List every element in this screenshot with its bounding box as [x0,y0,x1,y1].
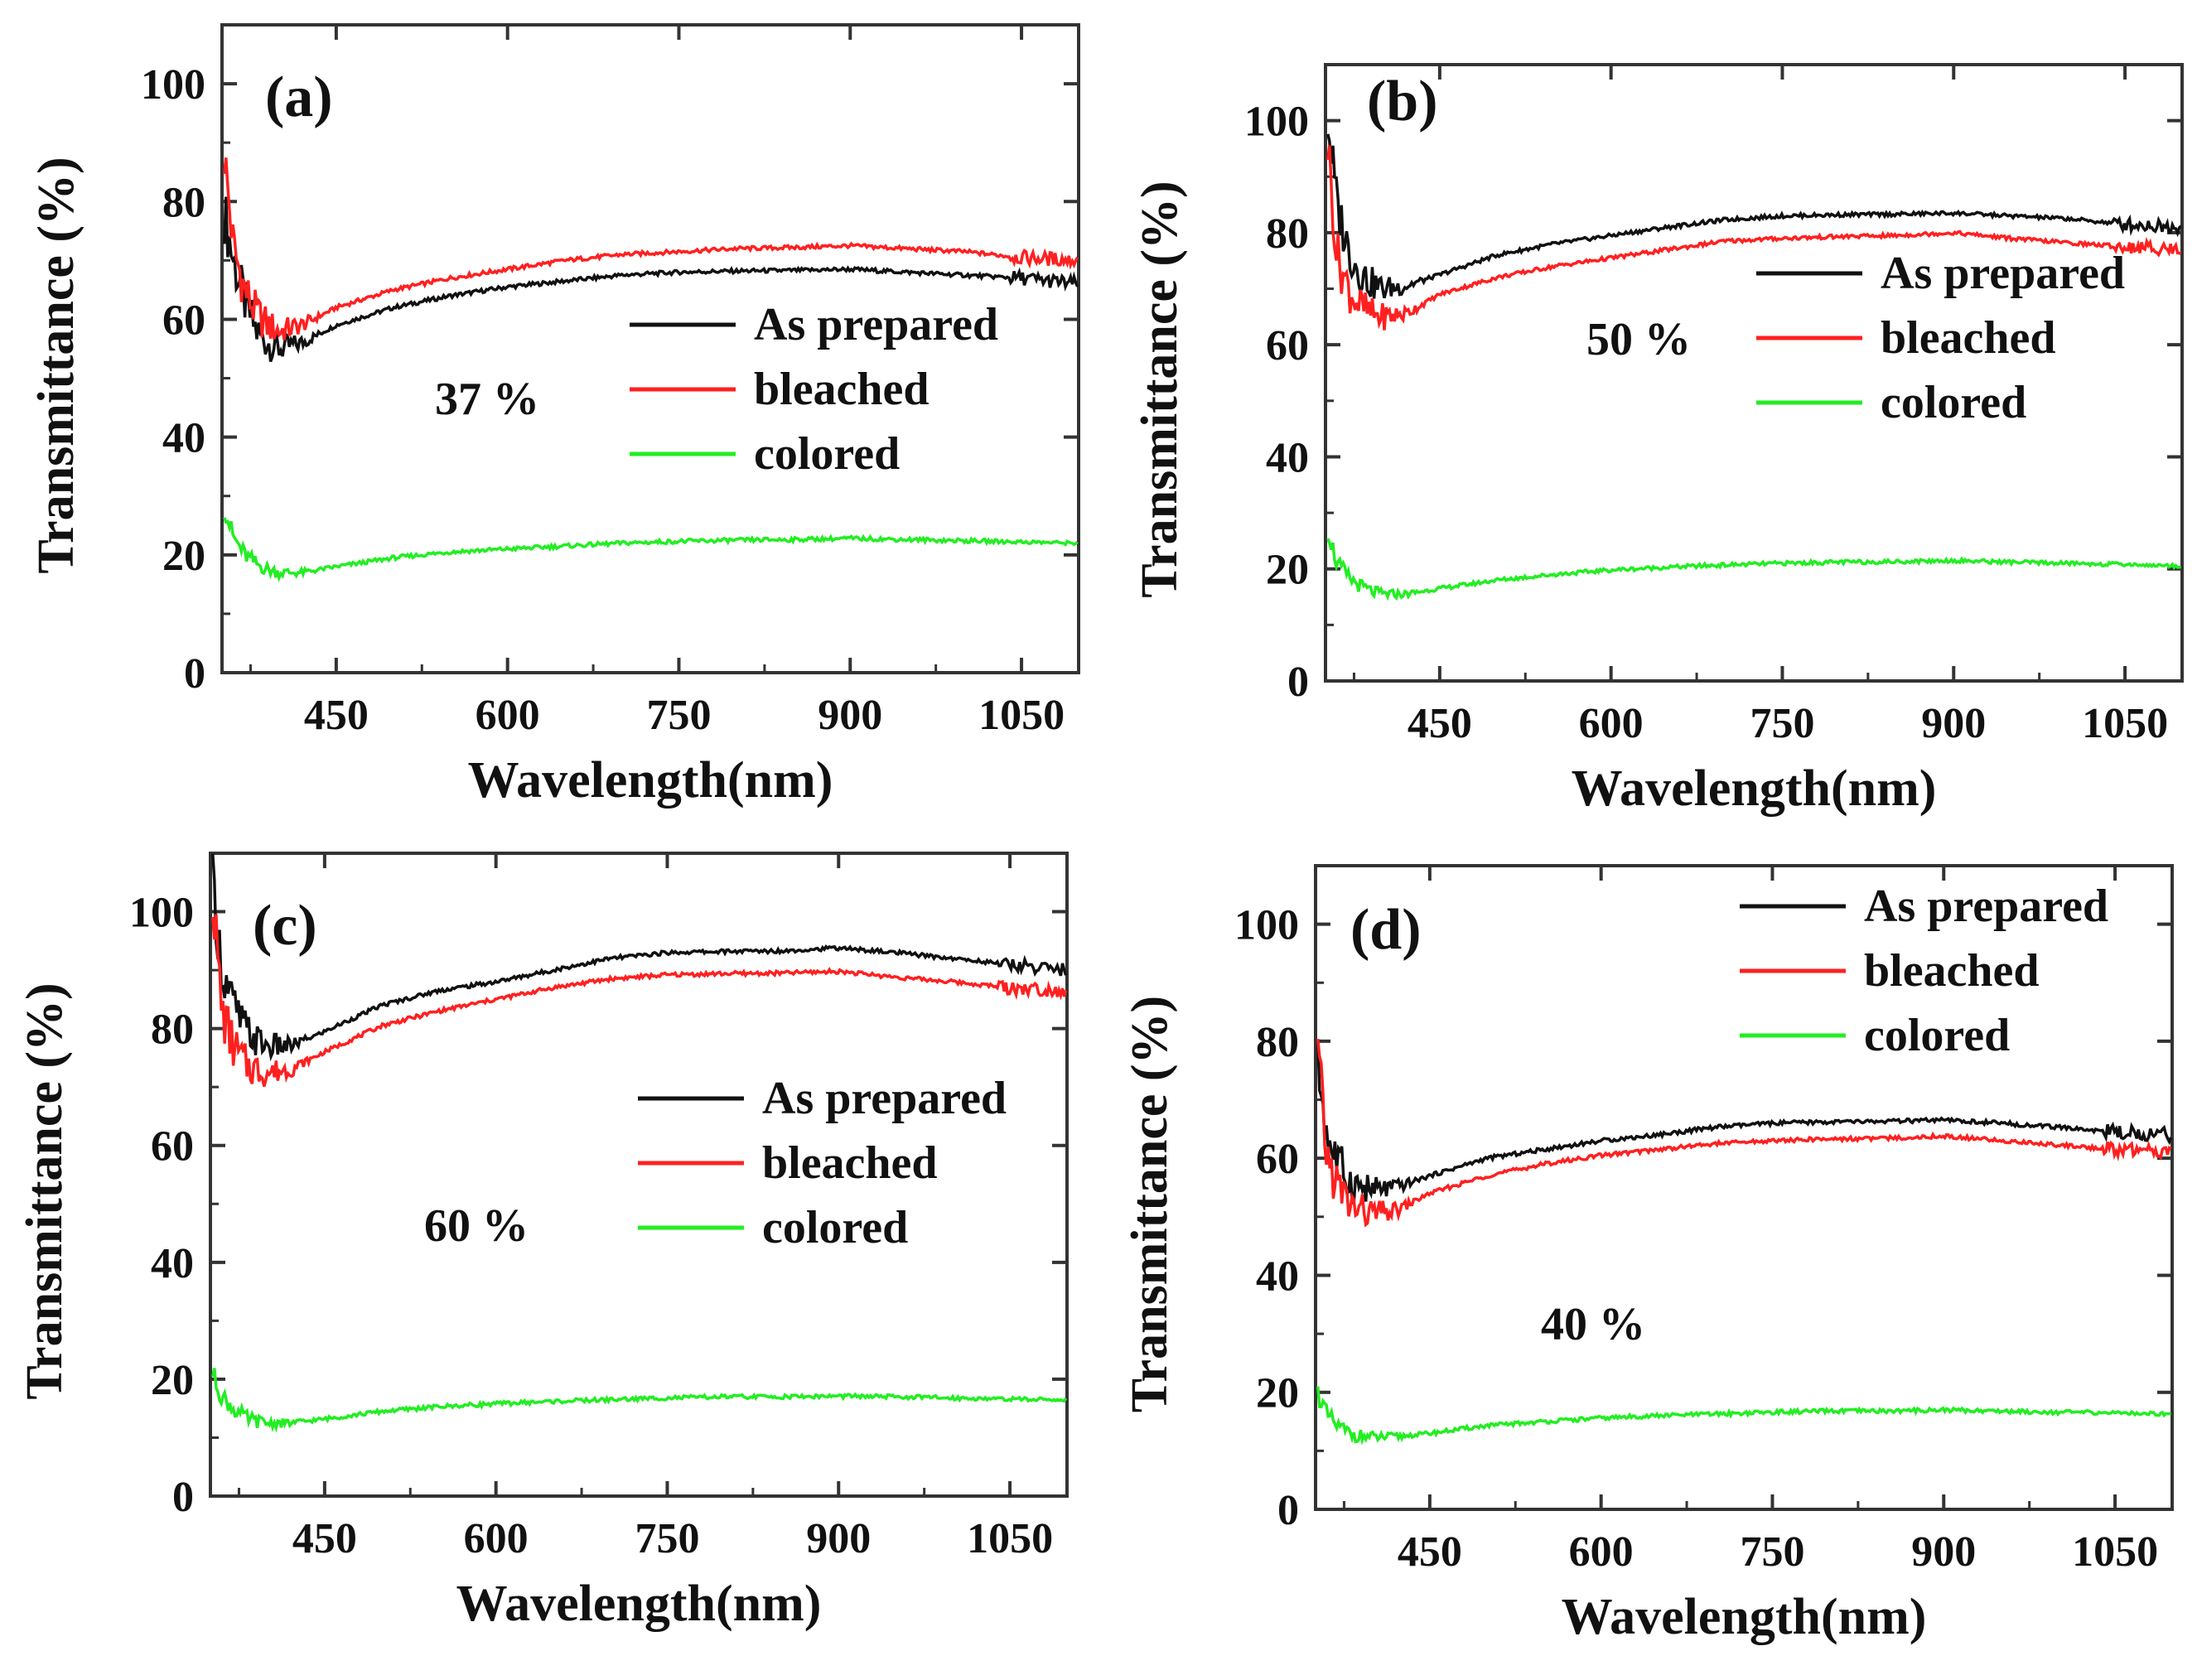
legend-label-colored: colored [754,428,900,480]
y-tick-label: 60 [151,1123,194,1171]
series-line-bleached [1316,1039,2172,1228]
plot-frame [1324,63,2184,683]
x-tick-label: 450 [304,692,369,739]
y-tick-label: 20 [151,1357,194,1404]
series-line-as-prepared [1316,1039,2172,1204]
percentage-annotation: 37 % [435,374,539,425]
x-tick-label: 1050 [967,1515,1053,1562]
series-line-as-prepared [211,853,1067,1062]
x-tick-label: 900 [1921,700,1986,747]
y-tick-label: 80 [151,1007,194,1054]
x-axis-label: Wavelength(nm) [456,1576,822,1632]
x-tick-label: 600 [1569,1528,1634,1576]
y-tick-label: 100 [1234,902,1299,949]
y-tick-label: 60 [162,297,205,344]
y-tick-label: 40 [1256,1253,1299,1300]
y-tick-label: 0 [172,1474,194,1521]
x-tick-label: 600 [1579,700,1644,747]
panel-b: 450 600 750 900 1050 0 20 40 60 80 100 Wavelength(n… [1132,63,2184,817]
panel-label: (d) [1350,898,1422,962]
x-tick-label: 750 [635,1515,699,1562]
x-tick-label: 750 [646,692,711,739]
x-axis-label: Wavelength(nm) [1562,1589,1927,1645]
y-tick-label: 100 [1244,99,1309,146]
x-tick-label: 750 [1740,1528,1804,1576]
legend-label-colored: colored [1864,1010,2010,1061]
plot-frame [1314,864,2174,1511]
y-axis-label: Transmittance (%) [1132,181,1188,597]
legend-label-bleached: bleached [1864,945,2040,997]
x-tick-label: 600 [476,692,540,739]
y-tick-label: 40 [1266,434,1309,481]
x-tick-label: 750 [1750,700,1814,747]
legend-label-as-prepared: As prepared [754,299,998,350]
x-axis-label: Wavelength(nm) [1572,760,1937,817]
legend-label-as-prepared: As prepared [762,1073,1007,1124]
y-tick-label: 0 [1277,1487,1299,1534]
legend-label-as-prepared: As prepared [1864,881,2108,932]
x-tick-label: 450 [1408,700,1472,747]
series-line-bleached [1326,145,2182,331]
x-axis-label: Wavelength(nm) [468,752,833,809]
y-tick-label: 0 [1287,659,1309,706]
panel-label: (c) [253,894,317,958]
y-axis-label: Transmittance (%) [28,157,84,573]
y-axis-label: Transmittance (%) [17,982,73,1399]
y-tick-label: 60 [1256,1136,1299,1183]
y-tick-label: 0 [184,650,205,698]
legend-label-bleached: bleached [754,364,930,415]
x-tick-label: 450 [292,1515,357,1562]
plot-frame [220,23,1080,674]
y-tick-label: 100 [141,61,205,109]
x-tick-label: 1050 [978,692,1065,739]
series-line-colored [211,1368,1067,1433]
plot-frame [209,852,1069,1498]
x-tick-label: 450 [1398,1528,1462,1576]
y-tick-label: 20 [162,533,205,580]
x-tick-label: 900 [818,692,882,739]
y-axis-label: Transmittance (%) [1122,996,1178,1412]
series-line-colored [1326,538,2181,601]
series-line-colored [1316,1386,2171,1446]
panel-label: (b) [1367,70,1438,133]
legend-label-colored: colored [762,1202,908,1253]
y-tick-label: 40 [162,415,205,462]
series-line-bleached [223,157,1079,340]
series-line-bleached [211,914,1067,1087]
y-tick-label: 80 [1266,210,1309,258]
x-tick-label: 900 [1911,1528,1976,1576]
panel-label: (a) [265,65,333,129]
legend-label-colored: colored [1881,377,2026,428]
panel-c: 450 600 750 900 1050 0 20 40 60 80 100 Wavelength(n… [17,852,1069,1632]
legend-label-bleached: bleached [762,1137,938,1189]
series-line-colored [223,517,1079,583]
y-tick-label: 60 [1266,322,1309,369]
legend-label-bleached: bleached [1881,312,2056,364]
y-tick-label: 80 [1256,1019,1299,1066]
y-tick-label: 80 [162,179,205,226]
percentage-annotation: 60 % [424,1200,529,1252]
series-line-as-prepared [1326,133,2182,299]
legend-label-as-prepared: As prepared [1881,248,2125,299]
series-line-as-prepared [223,196,1079,363]
x-tick-label: 600 [464,1515,529,1562]
x-tick-label: 900 [806,1515,871,1562]
y-tick-label: 20 [1266,547,1309,594]
y-tick-label: 40 [151,1240,194,1287]
panel-a: 450 600 750 900 1050 0 20 40 60 80 100 Wavelength(n… [28,23,1080,809]
percentage-annotation: 40 % [1541,1299,1645,1350]
percentage-annotation: 50 % [1586,314,1691,365]
panel-d: 450 600 750 900 1050 0 20 40 60 80 100 Wavelength(n… [1122,864,2174,1645]
x-tick-label: 1050 [2082,700,2168,747]
y-tick-label: 20 [1256,1370,1299,1417]
x-tick-label: 1050 [2072,1528,2158,1576]
y-tick-label: 100 [129,890,194,937]
